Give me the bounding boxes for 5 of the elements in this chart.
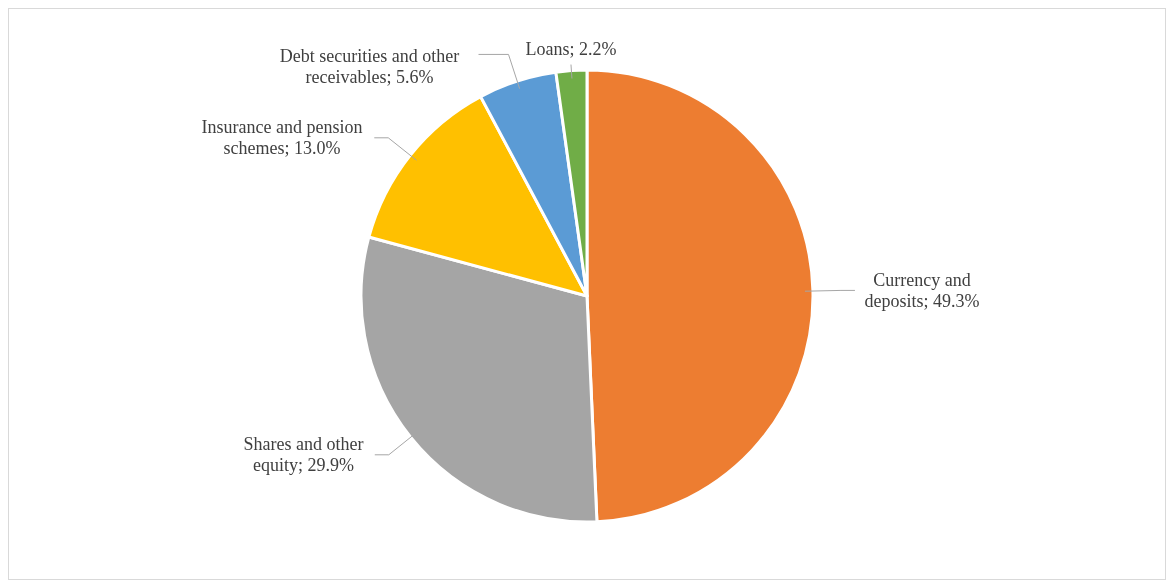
slice-label: Shares and other equity; 29.9%	[243, 434, 364, 476]
slice-label: Loans; 2.2%	[525, 38, 617, 59]
slice-label: Insurance and pension schemes; 13.0%	[201, 117, 363, 159]
slice-label: Debt securities and other receivables; 5.6%	[279, 45, 460, 87]
slice-label: Currency and deposits; 49.3%	[864, 269, 980, 311]
